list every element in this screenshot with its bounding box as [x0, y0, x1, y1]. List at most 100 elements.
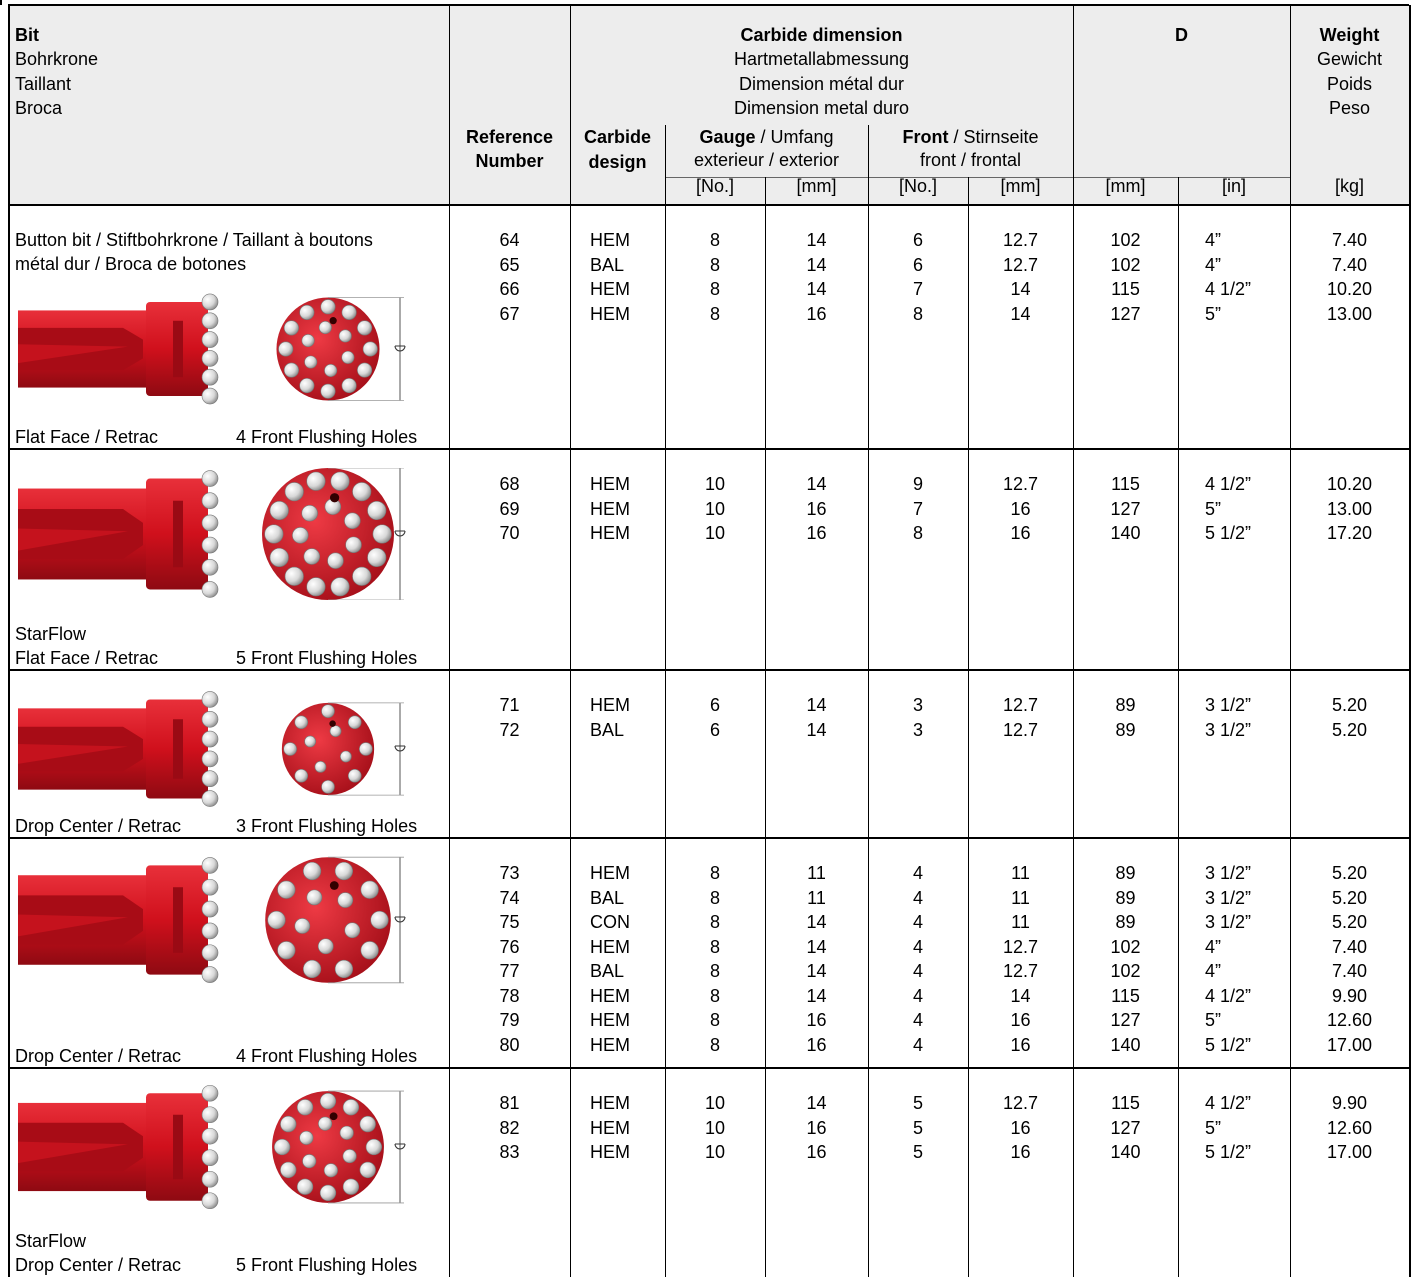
cell: 7.40: [1331, 961, 1368, 981]
column-header: Number: [475, 151, 544, 171]
bit-holes: 4 Front Flushing Holes: [236, 427, 418, 447]
picture-part: [264, 524, 284, 544]
rule: [570, 449, 571, 670]
picture-part: [201, 770, 219, 788]
rule: [570, 5, 571, 205]
bit-face: Drop Center / Retrac: [15, 1255, 182, 1275]
picture-part: [269, 547, 289, 568]
cell: 4”: [1205, 961, 1222, 981]
column-header-bold: Gauge: [699, 127, 756, 147]
rule: [665, 670, 666, 838]
rule: [8, 5, 10, 1277]
picture-part: [201, 514, 219, 532]
bit-description: Button bit / Stiftbohrkrone / Taillant à…: [15, 230, 373, 250]
rule: [8, 204, 1409, 206]
header-subtitle: Taillant: [15, 74, 72, 94]
picture-part: [201, 790, 219, 807]
picture-part: [345, 536, 362, 554]
cell: 127: [1110, 1010, 1141, 1030]
bit-face: Drop Center / Retrac: [15, 1046, 182, 1066]
cell: 140: [1110, 523, 1141, 543]
cell: 7: [912, 279, 923, 299]
cell: 102: [1110, 254, 1141, 275]
cell: 5: [912, 1093, 923, 1113]
picture-part: [201, 492, 219, 510]
picture-part: [280, 1115, 297, 1133]
cell: 14: [806, 254, 827, 275]
picture-part: [321, 704, 335, 718]
cell: 8: [709, 912, 720, 932]
picture-part: [284, 566, 304, 586]
rule: [1290, 838, 1291, 1068]
picture-part: [352, 482, 372, 502]
rule: [1290, 205, 1291, 449]
picture-part: [329, 1112, 338, 1121]
rule: [449, 449, 450, 670]
cell: 127: [1110, 303, 1141, 324]
picture-part: [302, 1154, 317, 1169]
rule: [1073, 1068, 1074, 1277]
picture-part: [201, 558, 219, 576]
bit-face: Flat Face / Retrac: [15, 427, 159, 447]
picture-part: [201, 536, 219, 554]
cell: 4: [912, 863, 923, 883]
cell: 3 1/2”: [1205, 863, 1252, 883]
picture-part: [334, 959, 354, 979]
picture-part: [330, 471, 350, 491]
cell: 115: [1111, 985, 1140, 1006]
picture-part: [394, 530, 406, 537]
cell: 4: [912, 936, 923, 957]
picture-part: [365, 1138, 382, 1156]
picture-part: [329, 725, 342, 737]
cell: 73: [499, 863, 520, 883]
rule: [968, 177, 969, 205]
cell: 8: [709, 1034, 720, 1055]
rule: [765, 670, 766, 838]
picture-part: [201, 350, 219, 367]
picture-part: [347, 768, 362, 783]
picture-part: [284, 482, 304, 502]
picture-part: [359, 1161, 376, 1179]
rule: [868, 205, 869, 449]
cell: 10: [704, 1117, 726, 1138]
cell: 79: [499, 1010, 520, 1030]
rule: [570, 1068, 571, 1277]
bit-holes: 4 Front Flushing Holes: [236, 1046, 418, 1066]
picture-part: [359, 742, 373, 756]
cell: 72: [499, 719, 520, 740]
cell: 8: [912, 303, 923, 324]
picture-part: [201, 1170, 219, 1188]
rule: [1178, 1068, 1179, 1277]
picture-part: [304, 735, 316, 748]
picture-part: [201, 857, 219, 874]
rule: [968, 449, 969, 670]
cell: 10: [704, 1142, 726, 1162]
picture-part: [357, 320, 373, 336]
rule: [1073, 205, 1074, 449]
cell: 12.7: [1002, 230, 1039, 250]
cell: 5.20: [1331, 695, 1368, 715]
cell: 14: [806, 936, 827, 957]
bit-name: StarFlow: [15, 1231, 87, 1251]
picture-part: [320, 383, 336, 399]
picture-part: [367, 500, 387, 521]
cell: HEM: [590, 695, 630, 715]
rule: [449, 670, 450, 838]
cell: 4: [912, 1034, 923, 1055]
cell: CON: [590, 912, 630, 932]
cell: HEM: [590, 498, 630, 519]
picture-part: [360, 880, 379, 899]
rule: [570, 205, 571, 449]
cell: 3 1/2”: [1205, 695, 1252, 715]
unit-label: [mm]: [796, 176, 837, 196]
picture-part: [201, 312, 219, 330]
cell: 8: [912, 523, 923, 543]
picture-part: [201, 900, 219, 918]
column-header-rest: / Umfang: [755, 127, 834, 147]
cell: 69: [499, 498, 520, 519]
picture-part: [344, 512, 361, 529]
picture-part: [201, 1084, 219, 1102]
rule: [868, 1068, 869, 1277]
cell: 76: [499, 936, 520, 957]
picture-part: [272, 1091, 384, 1203]
